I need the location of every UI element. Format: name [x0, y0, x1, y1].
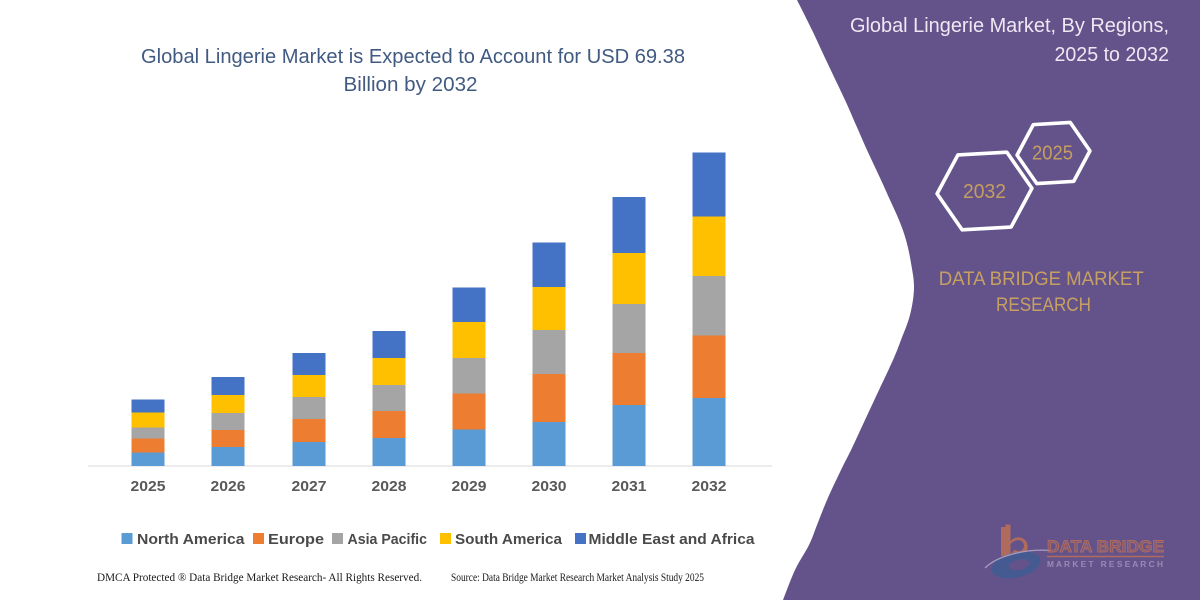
svg-text:2028: 2028 [372, 478, 407, 495]
svg-text:2026: 2026 [211, 478, 246, 495]
svg-text:2029: 2029 [452, 478, 487, 495]
svg-text:DATA BRIDGE MARKET: DATA BRIDGE MARKET [939, 269, 1144, 290]
svg-text:2027: 2027 [292, 478, 327, 495]
svg-text:Global Lingerie Market, By Reg: Global Lingerie Market, By Regions, [850, 15, 1169, 37]
svg-text:M A R K E T R E S E A R C H: M A R K E T R E S E A R C H [1047, 560, 1163, 569]
svg-text:Global Lingerie Market is Expe: Global Lingerie Market is Expected to Ac… [141, 46, 685, 68]
svg-text:South America: South America [455, 531, 563, 548]
svg-text:2031: 2031 [612, 478, 647, 495]
svg-text:North America: North America [137, 531, 245, 548]
svg-text:DATA BRIDGE: DATA BRIDGE [1047, 537, 1164, 556]
svg-text:2032: 2032 [692, 478, 727, 495]
svg-text:2025 to 2032: 2025 to 2032 [1055, 44, 1170, 66]
svg-text:2025: 2025 [1032, 143, 1073, 165]
svg-text:2025: 2025 [131, 478, 166, 495]
svg-text:2032: 2032 [963, 181, 1006, 203]
svg-text:Source: Data Bridge Market Res: Source: Data Bridge Market Research Mark… [451, 572, 704, 584]
svg-text:Billion by 2032: Billion by 2032 [344, 74, 478, 96]
svg-text:Asia Pacific: Asia Pacific [348, 531, 428, 548]
svg-text:Middle East and Africa: Middle East and Africa [589, 531, 756, 548]
svg-text:Europe: Europe [268, 531, 324, 548]
svg-text:2030: 2030 [532, 478, 567, 495]
svg-text:DMCA Protected ® Data Bridge M: DMCA Protected ® Data Bridge Market Rese… [97, 572, 422, 584]
svg-text:RESEARCH: RESEARCH [996, 295, 1091, 316]
